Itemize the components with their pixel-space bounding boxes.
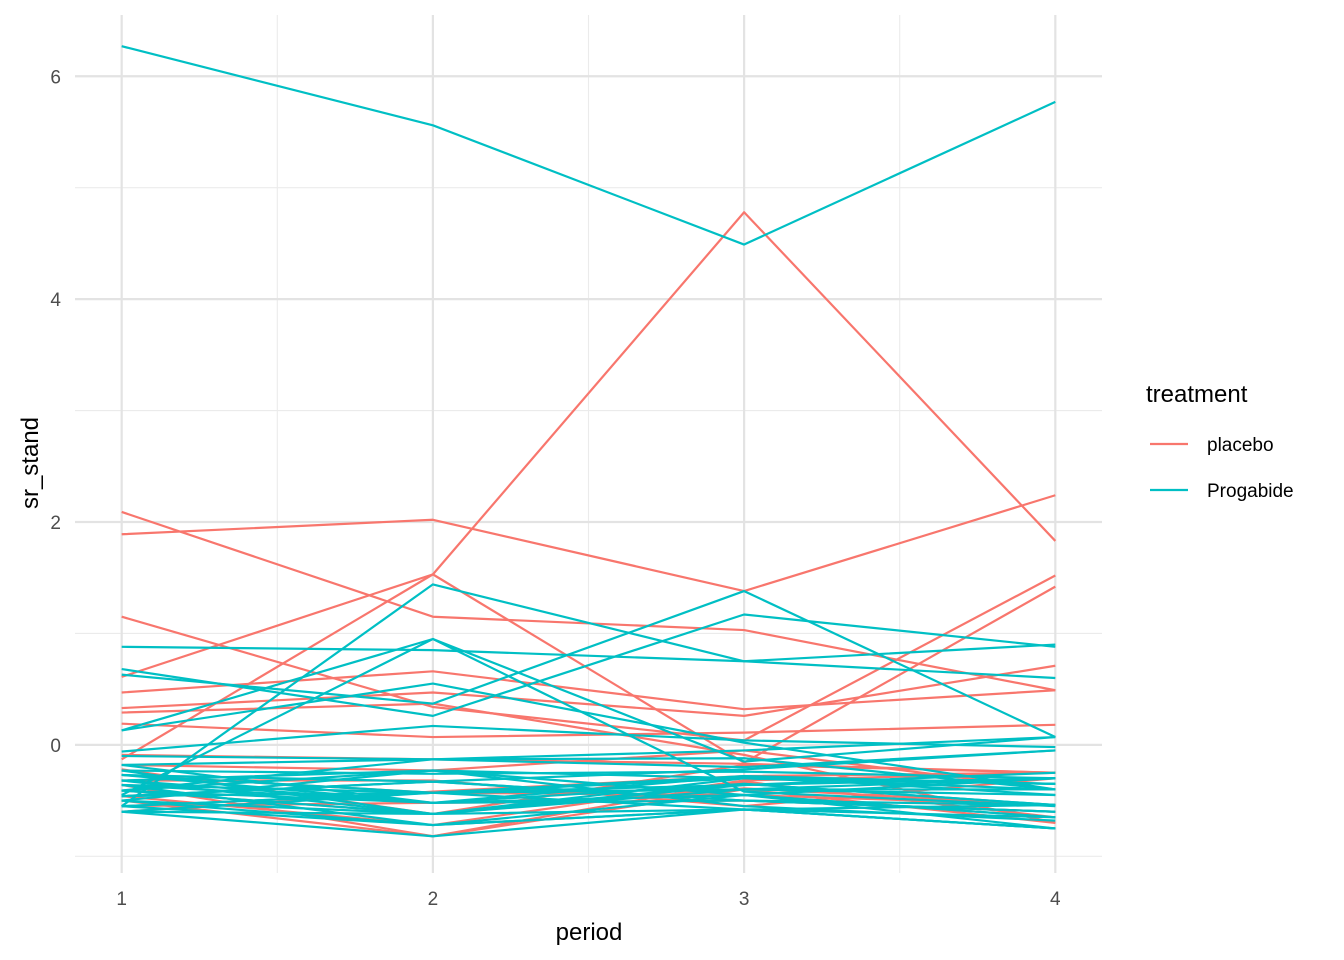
series-lines bbox=[121, 45, 1057, 838]
x-axis-title: period bbox=[556, 919, 623, 946]
series-line-progabide-46 bbox=[121, 769, 1056, 830]
series-line-placebo-2 bbox=[121, 494, 1056, 593]
y-tick-label: 0 bbox=[50, 736, 61, 757]
series-line-placebo-1 bbox=[121, 211, 1057, 761]
x-tick-label: 2 bbox=[428, 889, 439, 910]
legend-label-placebo: placebo bbox=[1207, 435, 1274, 456]
series-line-progabide-58 bbox=[121, 777, 1056, 808]
series-line-placebo-7 bbox=[121, 664, 1056, 717]
major-grid bbox=[75, 15, 1102, 873]
series-line-progabide-54 bbox=[121, 788, 1056, 813]
legend-title: treatment bbox=[1146, 381, 1248, 408]
legend-label-progabide: Progabide bbox=[1207, 481, 1294, 502]
series-line-progabide-21 bbox=[121, 45, 1056, 246]
series-line-progabide-24 bbox=[121, 583, 1056, 808]
y-tick-label: 6 bbox=[50, 67, 61, 88]
legend: treatment placebo Progabide bbox=[1146, 381, 1294, 502]
x-tick-label: 4 bbox=[1050, 889, 1061, 910]
y-tick-label: 4 bbox=[50, 290, 61, 311]
x-axis-ticks: 1 2 3 4 bbox=[116, 889, 1061, 910]
x-tick-label: 3 bbox=[739, 889, 750, 910]
series-line-placebo-14 bbox=[121, 771, 1056, 827]
series-line-placebo-18 bbox=[121, 749, 1056, 791]
series-line-progabide-25 bbox=[121, 637, 1056, 796]
series-line-progabide-42 bbox=[121, 757, 1056, 792]
y-axis-title: sr_stand bbox=[17, 417, 44, 509]
series-line-placebo-5 bbox=[121, 573, 1056, 764]
series-line-progabide-48 bbox=[121, 803, 1056, 827]
series-line-progabide-30 bbox=[121, 637, 1056, 808]
series-line-placebo-4 bbox=[121, 574, 1056, 742]
series-line-progabide-27 bbox=[121, 682, 1056, 791]
x-tick-label: 1 bbox=[116, 889, 127, 910]
series-line-progabide-29 bbox=[121, 749, 1056, 769]
series-line-progabide-26 bbox=[121, 589, 1056, 739]
y-tick-label: 2 bbox=[50, 513, 61, 534]
series-line-progabide-23 bbox=[121, 613, 1056, 717]
y-axis-ticks: 0 2 4 6 bbox=[50, 67, 61, 757]
series-line-placebo-8 bbox=[121, 722, 1056, 739]
series-line-progabide-32 bbox=[121, 769, 1056, 780]
series-line-placebo-6 bbox=[121, 670, 1056, 711]
series-line-progabide-55 bbox=[121, 799, 1056, 830]
series-line-progabide-59 bbox=[121, 783, 1056, 827]
series-line-progabide-31 bbox=[121, 735, 1056, 767]
series-line-progabide-22 bbox=[121, 643, 1056, 663]
series-line-progabide-45 bbox=[121, 749, 1056, 783]
series-line-progabide-57 bbox=[121, 773, 1056, 807]
minor-grid bbox=[75, 15, 1102, 873]
